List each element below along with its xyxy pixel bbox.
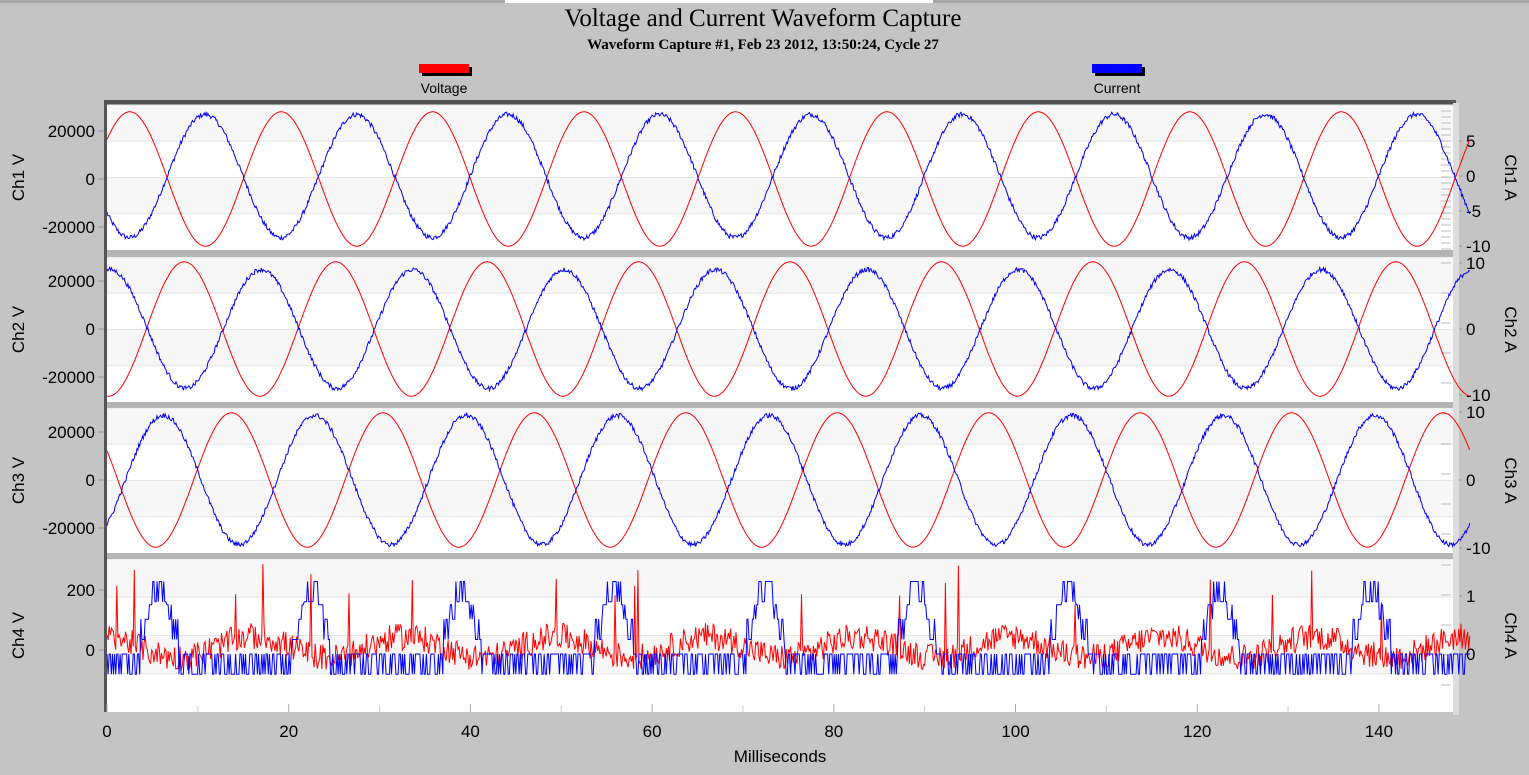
x-tick-label: 20 <box>279 722 298 741</box>
y-axis-label-right: Ch3 A <box>1501 457 1520 504</box>
panel-1: 20000 0 -20000 5 0 -5 -10 Ch1 V Ch1 A <box>9 104 1520 256</box>
panel-2: 20000 0 -20000 10 0 -10 Ch2 V Ch2 A <box>9 254 1520 405</box>
legend-current-label: Current <box>1094 80 1141 96</box>
y-axis-label-right: Ch1 A <box>1501 154 1520 201</box>
right-tick-label: -10 <box>1466 539 1491 558</box>
grid-band <box>107 408 1453 445</box>
left-tick-label: 20000 <box>48 272 95 291</box>
right-tick-label: 0 <box>1466 320 1475 339</box>
right-tick-label: -10 <box>1466 386 1491 405</box>
current-series-ch4-a <box>106 581 1470 675</box>
voltage-series-ch1-v <box>106 111 1471 247</box>
legend-voltage-swatch <box>419 64 469 73</box>
x-axis: 0 20 40 60 80 100 120 140 <box>102 704 1393 741</box>
x-tick-label: 0 <box>102 722 111 741</box>
panel-4: 200 0 1 0 Ch4 V Ch4 A <box>9 558 1520 712</box>
y-axis-label-left: Ch4 V <box>9 611 28 659</box>
left-tick-label: 0 <box>86 641 95 660</box>
x-tick-label: 120 <box>1183 722 1211 741</box>
panel-3: 20000 0 -20000 10 0 -10 Ch3 V Ch3 A <box>9 403 1520 558</box>
x-axis-label: Milliseconds <box>734 747 827 766</box>
left-tick-label: 20000 <box>48 423 95 442</box>
grid-band <box>107 177 1453 214</box>
plot-frame-top <box>104 100 1456 105</box>
right-tick-label: -10 <box>1466 237 1491 256</box>
chart-subtitle: Waveform Capture #1, Feb 23 2012, 13:50:… <box>587 37 939 53</box>
y-axis-label-left: Ch3 V <box>9 456 28 504</box>
right-tick-label: 5 <box>1466 132 1475 151</box>
voltage-series-ch2-v <box>106 261 1470 397</box>
right-tick-label: 0 <box>1466 167 1475 186</box>
y-axis-label-left: Ch2 V <box>9 305 28 353</box>
legend-voltage-label: Voltage <box>421 80 468 96</box>
grid-band <box>107 329 1453 366</box>
x-tick-label: 140 <box>1365 722 1393 741</box>
panel-separator <box>107 250 1453 257</box>
left-tick-label: 0 <box>86 471 95 490</box>
x-tick-label: 60 <box>643 722 662 741</box>
x-tick-label: 80 <box>824 722 843 741</box>
left-tick-label: 0 <box>86 320 95 339</box>
left-tick-label: 20000 <box>48 122 95 141</box>
left-tick-label: -20000 <box>42 368 95 387</box>
grid-band <box>107 105 1453 142</box>
grid-band <box>107 559 1453 598</box>
x-tick-label: 100 <box>1001 722 1029 741</box>
left-tick-label: -20000 <box>42 218 95 237</box>
x-tick-label: 40 <box>461 722 480 741</box>
right-tick-label: 1 <box>1466 587 1475 606</box>
voltage-series-ch4-v <box>106 564 1471 671</box>
right-tick-label: 0 <box>1466 645 1475 664</box>
current-series-ch3-a <box>106 411 1471 549</box>
grid-band <box>107 480 1453 517</box>
current-series-ch2-a <box>106 265 1471 393</box>
legend-voltage: Voltage <box>419 64 472 96</box>
y-axis-label-right: Ch4 A <box>1501 612 1520 659</box>
chart-title: Voltage and Current Waveform Capture <box>565 5 962 32</box>
plot-frame-left <box>104 100 107 712</box>
plot-frame-right <box>1453 103 1459 715</box>
right-tick-label: 10 <box>1466 403 1485 422</box>
right-tick-label: 0 <box>1466 471 1475 490</box>
current-series-ch1-a <box>106 110 1471 242</box>
right-tick-label: -5 <box>1466 202 1481 221</box>
panel-separator <box>107 553 1453 559</box>
left-tick-label: 200 <box>67 581 95 600</box>
left-tick-label: -20000 <box>42 519 95 538</box>
panel-separator <box>107 402 1453 408</box>
left-tick-label: 0 <box>86 170 95 189</box>
voltage-series-ch3-v <box>106 412 1471 548</box>
top-tab-active[interactable] <box>505 0 933 3</box>
right-tick-label: 10 <box>1466 254 1485 273</box>
legend-current: Current <box>1092 64 1145 96</box>
y-axis-label-right: Ch2 A <box>1501 306 1520 353</box>
grid-band <box>107 257 1453 294</box>
legend-current-swatch <box>1092 64 1142 73</box>
y-axis-label-left: Ch1 V <box>9 153 28 201</box>
